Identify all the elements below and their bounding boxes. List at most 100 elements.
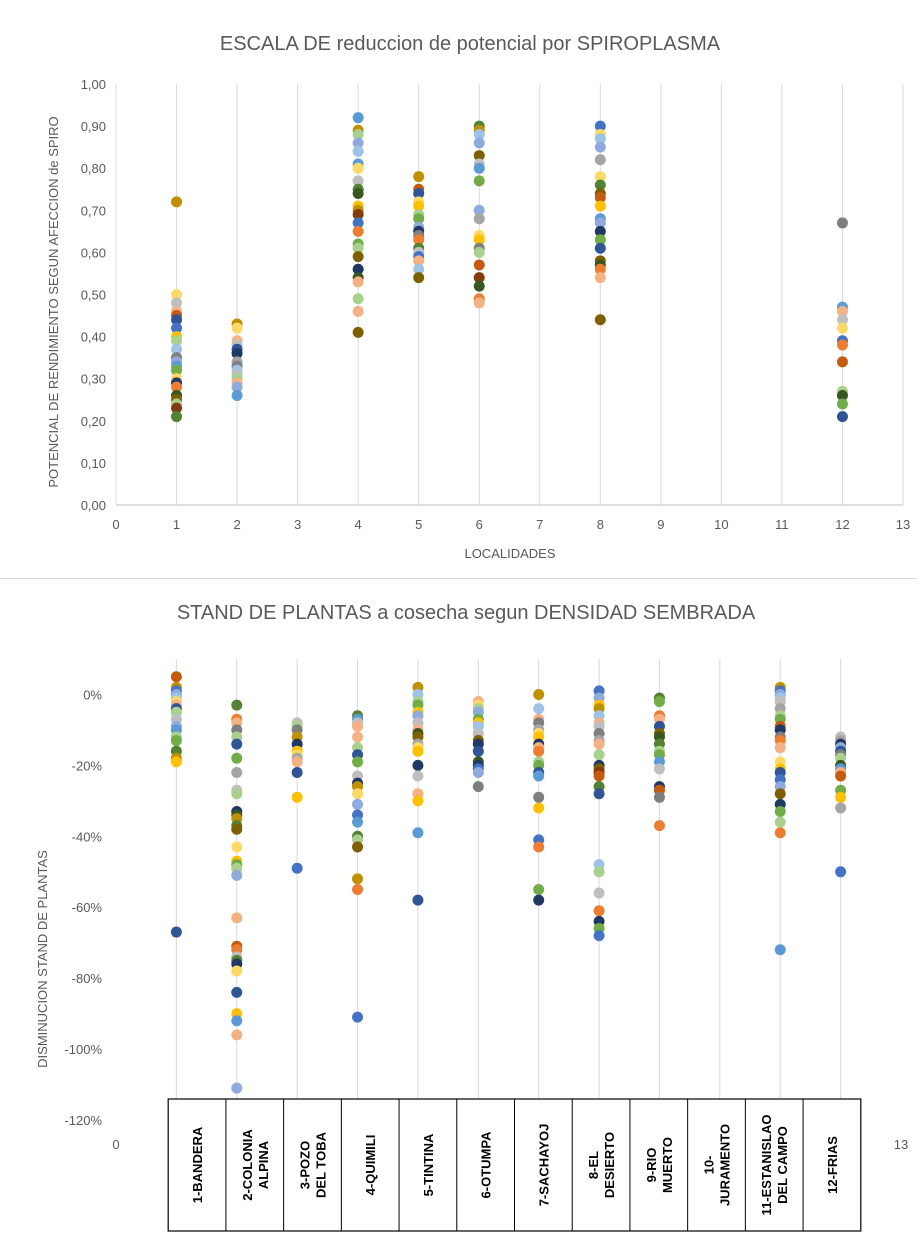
y-tick-label: 0,50 [81, 288, 106, 303]
data-point [835, 770, 847, 782]
data-point [472, 745, 484, 757]
category-label: 9-RIOMUERTO [644, 1137, 675, 1193]
data-point [594, 272, 606, 284]
data-point [231, 869, 243, 881]
data-point [352, 217, 364, 229]
data-point [231, 381, 243, 393]
data-point [171, 411, 183, 423]
category-label: 10-JURAMENTO [702, 1124, 733, 1206]
data-point [594, 171, 606, 183]
category-label: 7-SACHAYOJ [536, 1124, 551, 1207]
data-point [352, 242, 364, 254]
data-point [594, 242, 606, 254]
data-point [533, 770, 545, 782]
data-point [352, 175, 364, 187]
x-tick-label: 5 [415, 517, 422, 532]
data-point [352, 731, 364, 743]
data-point [533, 884, 545, 895]
data-point [231, 986, 243, 998]
data-point [836, 322, 848, 334]
data-point [774, 944, 786, 956]
data-point [594, 141, 606, 153]
chart-stand-plantas-svg: STAND DE PLANTAS a cosecha segun DENSIDA… [35, 602, 908, 1232]
x-tick-label: 3 [294, 517, 301, 532]
data-point [594, 133, 606, 145]
data-point [835, 866, 847, 878]
data-point [171, 364, 183, 376]
category-label-line: ALPINA [256, 1140, 271, 1189]
data-point [412, 795, 424, 807]
category-label-line: 10- [702, 1156, 717, 1175]
x-tick-label: 11 [775, 517, 789, 532]
y-tick-label: 0,30 [81, 372, 106, 387]
data-point [835, 802, 847, 814]
data-point [473, 272, 485, 284]
x-tick-label: 0 [112, 1137, 119, 1152]
data-point [412, 894, 424, 906]
category-label-line: 12-FRIAS [825, 1136, 840, 1194]
y-axis-title: DISMINUCION STAND DE PLANTAS [35, 850, 50, 1068]
data-point [171, 402, 183, 414]
x-tick-label: 8 [597, 517, 604, 532]
data-point [836, 398, 848, 410]
data-point [836, 305, 848, 317]
x-tick-label: 0 [112, 517, 119, 532]
data-point [653, 820, 665, 832]
data-point [171, 322, 183, 334]
y-tick-label: 1,00 [81, 77, 106, 92]
data-point [835, 791, 847, 803]
data-point [352, 225, 364, 237]
data-point [533, 894, 545, 906]
chart-title: STAND DE PLANTAS a cosecha segun DENSIDA… [177, 602, 756, 624]
category-label: 4-QUIMILI [363, 1135, 378, 1196]
chart-spiroplasma: ESCALA DE reduccion de potencial por SPI… [0, 0, 917, 568]
data-point [594, 263, 606, 275]
data-point [231, 1029, 243, 1041]
data-point [594, 314, 606, 326]
y-tick-label: 0,70 [81, 203, 106, 218]
data-point [171, 289, 183, 300]
data-point [774, 805, 786, 817]
data-point [836, 314, 848, 326]
data-point [412, 770, 424, 782]
data-point [774, 788, 786, 800]
x-tick-label: 10 [714, 517, 728, 532]
data-point [170, 671, 182, 683]
data-point [352, 884, 364, 895]
category-label: 12-FRIAS [825, 1136, 840, 1194]
data-point [352, 1011, 364, 1023]
y-tick-label: 0,00 [81, 498, 106, 513]
data-point [473, 213, 485, 225]
data-point [231, 347, 243, 359]
category-label-line: 3-POZO [297, 1141, 312, 1189]
data-point [291, 791, 303, 803]
data-point [231, 788, 243, 800]
x-tick-label: 9 [657, 517, 664, 532]
category-label-line: 6-OTUMPA [479, 1131, 494, 1199]
y-tick-label: -60% [72, 900, 103, 915]
data-point [473, 297, 485, 309]
data-point [413, 234, 425, 246]
data-point [533, 841, 545, 853]
data-point [231, 752, 243, 764]
category-label: 5-TINTINA [421, 1133, 436, 1196]
data-point [171, 381, 183, 393]
x-tick-label: 7 [536, 517, 543, 532]
data-point [533, 745, 545, 757]
data-point [594, 200, 606, 212]
data-point [413, 171, 425, 183]
data-point [594, 225, 606, 237]
data-point [231, 766, 243, 778]
data-point [171, 343, 183, 355]
data-point [653, 763, 665, 775]
data-point [352, 326, 364, 338]
data-point [352, 251, 364, 263]
data-point [413, 263, 425, 275]
data-point [413, 187, 425, 199]
data-point [231, 823, 243, 835]
data-point [291, 756, 303, 768]
data-point [352, 873, 364, 885]
chart-stand-plantas: STAND DE PLANTAS a cosecha segun DENSIDA… [0, 578, 917, 1233]
y-tick-label: 0% [83, 687, 102, 702]
category-label-line: 8-EL [586, 1151, 601, 1179]
